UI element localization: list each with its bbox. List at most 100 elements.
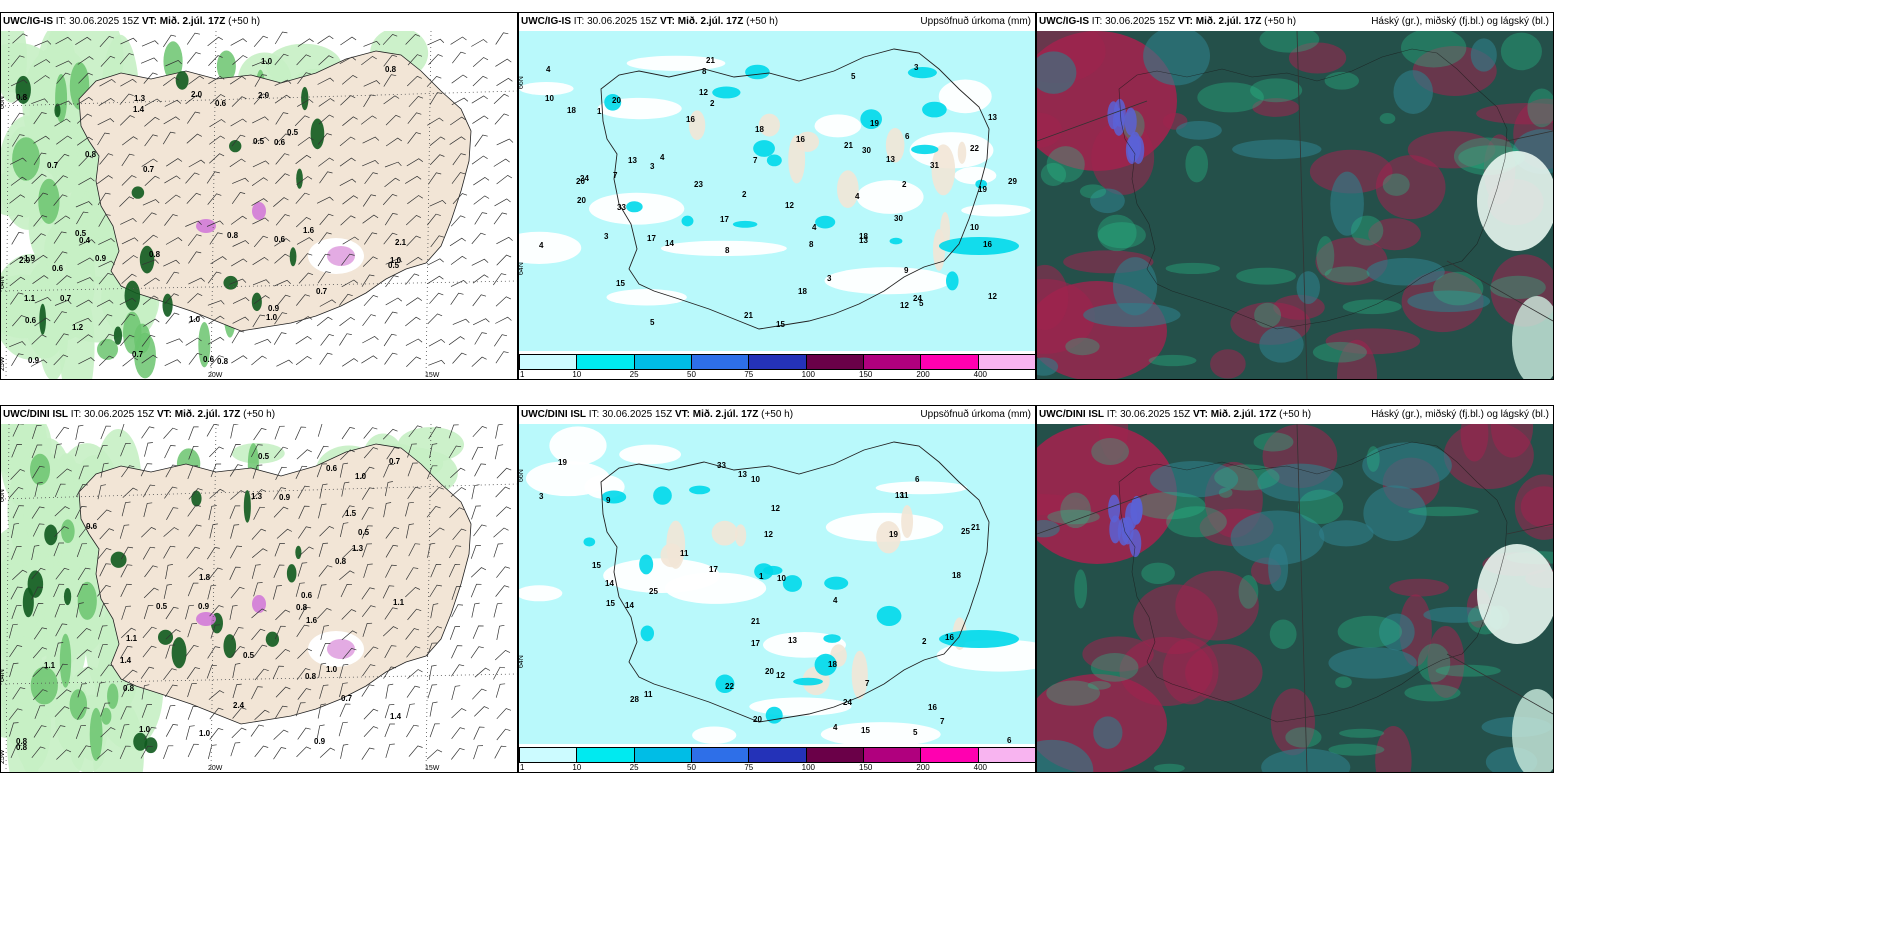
colorbar-tick: 50 [687, 763, 696, 772]
wind-barb [406, 724, 419, 738]
precip-value-label: 0.9 [268, 304, 280, 313]
wind-barb [78, 239, 96, 246]
rain-area-moderate [59, 633, 72, 688]
wind-barb [276, 294, 291, 307]
wind-barb [364, 646, 379, 658]
wind-barb [163, 583, 173, 599]
high-cloud [1037, 424, 1177, 564]
wind-barb [449, 136, 466, 145]
panel-precip-dini: UWC/DINI ISL IT: 30.06.2025 15Z VT: Mið.… [518, 405, 1036, 773]
wind-barb [232, 297, 250, 304]
wind-barb [451, 604, 464, 618]
wind-barb [427, 313, 443, 325]
wind-barb [470, 646, 484, 659]
precip-value-label: 12 [764, 530, 773, 539]
wind-barb [142, 212, 157, 224]
wind-barb [319, 352, 333, 365]
wind-barb [12, 95, 29, 105]
wind-barb [295, 702, 306, 717]
wind-barb [407, 669, 423, 679]
precip-value-label: 0.9 [28, 356, 40, 365]
low-cloud [1382, 173, 1410, 196]
wind-barb [297, 72, 311, 85]
precip-value-label: 0.7 [143, 165, 155, 174]
wind-barb [163, 259, 180, 267]
wind-barb [207, 300, 225, 306]
wind-barb [209, 605, 224, 617]
precip-value-label: 15 [606, 599, 615, 608]
precip-value-label: 33 [717, 461, 726, 470]
wind-barb [162, 131, 176, 145]
rain-area-moderate [69, 689, 88, 720]
low-cloud [1087, 681, 1111, 690]
precip-value-label: 0.5 [388, 261, 400, 270]
rain-area-moderate [101, 707, 112, 725]
wind-barb [96, 175, 113, 185]
wind-barb [405, 586, 421, 598]
wind-barb [119, 115, 135, 126]
precip-area [824, 576, 849, 590]
dry-area [692, 726, 737, 744]
wind-barb [188, 75, 205, 85]
mid-cloud [1423, 606, 1490, 623]
precip-value-label: 0.9 [279, 493, 291, 502]
rain-area-heavy [131, 186, 145, 199]
precip-value-label: 21 [751, 617, 760, 626]
wind-barb [319, 483, 328, 499]
wind-barb [55, 623, 68, 637]
wind-barb [144, 175, 160, 186]
wind-barb [119, 524, 130, 539]
clear-sky [1477, 544, 1553, 644]
wind-barb [472, 625, 484, 639]
wind-barb [408, 95, 424, 108]
wind-barb [317, 584, 327, 599]
wind-barb [12, 424, 24, 437]
precip-value-label: 12 [771, 504, 780, 513]
wind-barb [164, 175, 181, 184]
wind-barb [384, 161, 402, 168]
wind-barb [100, 425, 112, 440]
precip-value-label: 18 [567, 106, 576, 115]
wind-barb [166, 271, 180, 284]
mid-cloud [1261, 748, 1351, 772]
wind-barb [474, 134, 488, 147]
high-cloud [1099, 424, 1129, 461]
wind-barb [163, 545, 176, 559]
rain-area [231, 443, 285, 464]
precip-value-label: 0.7 [341, 694, 353, 703]
colorbar-swatch [863, 747, 922, 763]
mid-cloud-blue [1124, 107, 1137, 136]
precip-value-label: 1 [597, 107, 602, 116]
wind-barb [317, 424, 323, 437]
precip-value-label: 24 [580, 174, 589, 183]
wind-barb [54, 118, 71, 127]
wind-barb [429, 723, 440, 738]
wind-barb [142, 234, 158, 245]
rain-area-heavy [162, 293, 173, 317]
wind-barb [448, 445, 462, 459]
precip-area [763, 565, 783, 576]
wind-barb [253, 644, 268, 657]
wind-barb [318, 503, 327, 519]
wind-barb [250, 724, 264, 737]
iceland-coastline [600, 48, 990, 330]
wind-barb [209, 707, 224, 720]
wind-barb [297, 727, 311, 740]
wind-barb [230, 742, 241, 757]
wind-barb [54, 506, 70, 517]
wind-barb [55, 153, 70, 166]
wind-barb [474, 463, 487, 477]
wind-barb [31, 254, 48, 264]
wind-barb [208, 505, 217, 521]
low-cloud [1500, 32, 1542, 71]
wind-barb [341, 609, 357, 620]
dry-area [954, 166, 997, 185]
wind-barb [362, 256, 378, 267]
wind-barb [473, 726, 485, 740]
colorbar-tick: 75 [744, 763, 754, 772]
mid-cloud-blue [1125, 136, 1138, 165]
graticule-line [1296, 31, 1308, 379]
wind-barb [297, 136, 314, 146]
low-cloud [1047, 509, 1100, 525]
wind-barb [297, 99, 314, 107]
